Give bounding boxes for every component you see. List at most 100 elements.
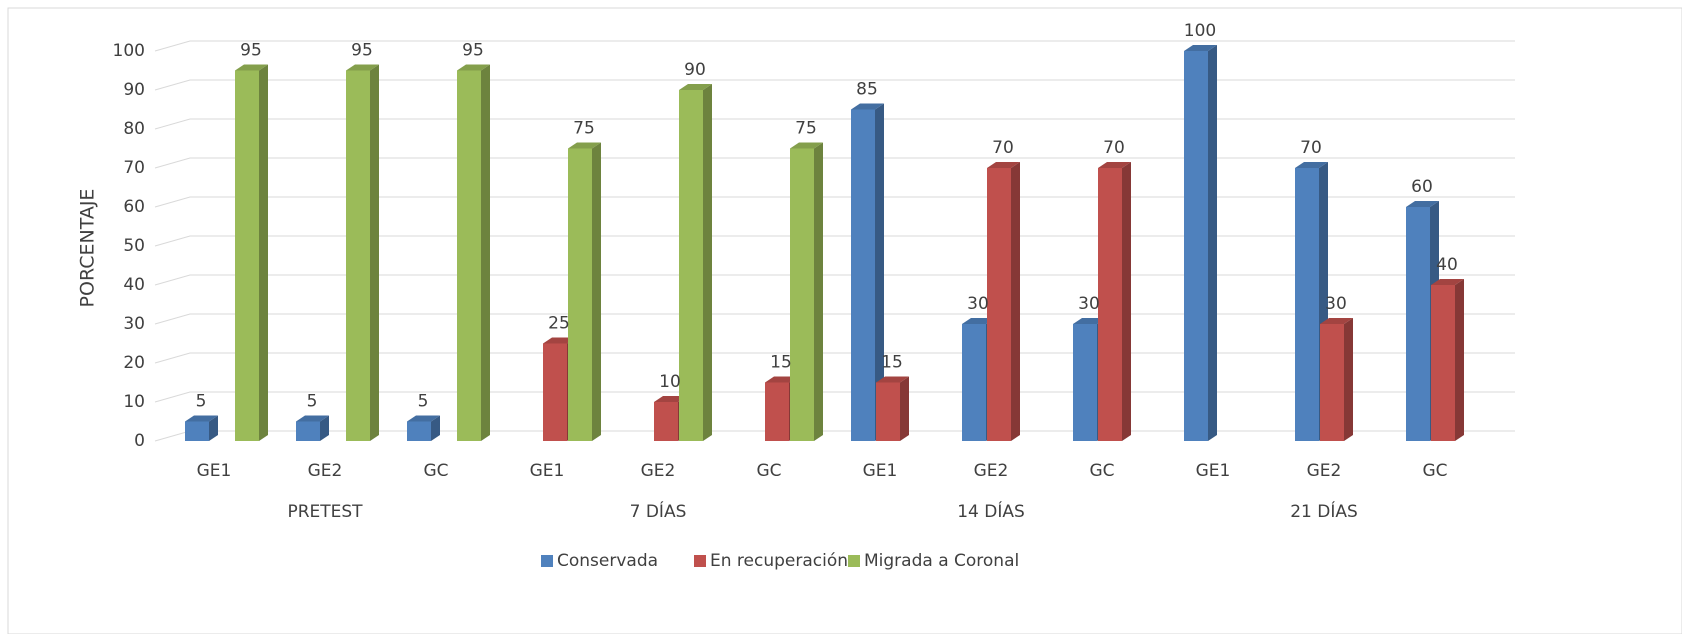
bar-front	[654, 402, 678, 441]
bar-front	[1098, 168, 1122, 441]
bar	[1320, 318, 1353, 441]
bar-front	[185, 421, 209, 441]
x-tick-label: GC	[756, 461, 781, 481]
bar-front	[876, 382, 900, 441]
y-tick-label: 100	[113, 41, 145, 61]
value-label: 95	[240, 41, 262, 61]
bar-front	[407, 421, 431, 441]
bar-top	[407, 415, 440, 422]
legend-swatch	[541, 555, 553, 567]
value-label: 70	[1103, 138, 1125, 158]
bar-front	[1295, 168, 1319, 441]
bar-top	[851, 103, 884, 110]
value-label: 30	[1078, 294, 1100, 314]
bar-front	[851, 109, 875, 441]
bar	[185, 415, 218, 441]
chart-border	[7, 7, 1682, 634]
bar-front	[987, 168, 1011, 441]
bar-top	[654, 396, 687, 402]
bar-front	[1073, 324, 1097, 441]
bar-top	[1184, 45, 1217, 51]
legend-label: Conservada	[557, 551, 658, 571]
bar-side	[431, 415, 440, 441]
bar-front	[568, 148, 592, 441]
bar	[296, 415, 329, 441]
y-tick-label: 50	[123, 236, 145, 256]
value-label: 10	[659, 372, 681, 392]
y-axis-title: PORCENTAJE	[77, 189, 99, 308]
grid-line	[154, 313, 1515, 325]
bar-top	[1073, 318, 1106, 324]
bar-front	[790, 148, 814, 441]
grid-line	[154, 157, 1515, 169]
bars	[185, 45, 1464, 441]
bar	[1431, 279, 1464, 441]
bar-side	[1011, 162, 1020, 441]
bar-top	[346, 64, 379, 71]
x-group-label: 14 DÍAS	[957, 500, 1025, 522]
bar-top	[962, 318, 995, 324]
grid-line	[154, 274, 1515, 286]
value-label: 40	[1436, 255, 1458, 275]
bar-front	[1184, 51, 1208, 441]
bar-top	[679, 84, 712, 90]
y-tick-label: 10	[123, 392, 145, 412]
legend-label: Migrada a Coronal	[864, 551, 1019, 571]
value-label: 5	[307, 392, 318, 412]
bar-front	[296, 421, 320, 441]
x-tick-label: GE2	[1307, 461, 1342, 481]
bar-top	[1295, 162, 1328, 168]
bar-side	[209, 415, 218, 441]
y-tick-label: 30	[123, 314, 145, 334]
bar	[876, 376, 909, 441]
value-label: 5	[418, 392, 429, 412]
bar-side	[1455, 279, 1464, 441]
bar-top	[790, 142, 823, 149]
y-tick-label: 40	[123, 275, 145, 295]
bar-top	[1406, 201, 1439, 207]
bar-front	[765, 382, 789, 441]
y-tick-label: 60	[123, 197, 145, 217]
x-group-label: 21 DÍAS	[1290, 500, 1358, 522]
y-tick-label: 70	[123, 158, 145, 178]
x-tick-label: GE2	[641, 461, 676, 481]
bar-front	[457, 70, 481, 441]
bar	[1098, 162, 1131, 441]
bar-front	[346, 70, 370, 441]
y-tick-label: 0	[134, 431, 145, 451]
bar	[568, 142, 601, 441]
value-label: 95	[351, 41, 373, 61]
bar-front	[962, 324, 986, 441]
y-tick-label: 20	[123, 353, 145, 373]
value-label: 70	[992, 138, 1014, 158]
x-group-label: 7 DÍAS	[630, 500, 687, 522]
value-label: 25	[548, 314, 570, 334]
value-label: 100	[1184, 21, 1216, 41]
value-label: 30	[1325, 294, 1347, 314]
grid-line	[154, 40, 1515, 52]
bar	[1184, 45, 1217, 441]
legend-label: En recuperación	[710, 551, 848, 571]
y-tick-label: 90	[123, 80, 145, 100]
bar-top	[457, 64, 490, 71]
bar-side	[320, 415, 329, 441]
bar-side	[481, 64, 490, 441]
value-label: 95	[462, 41, 484, 61]
bar-front	[1406, 207, 1430, 441]
bar-front	[679, 90, 703, 441]
bar-front	[1320, 324, 1344, 441]
bar-top	[1320, 318, 1353, 324]
bar-top	[185, 415, 218, 422]
value-label: 30	[967, 294, 989, 314]
x-tick-label: GE1	[1196, 461, 1231, 481]
bar-top	[876, 376, 909, 383]
bar-side	[592, 142, 601, 441]
value-label: 15	[881, 353, 903, 373]
bar	[407, 415, 440, 441]
bar-top	[1431, 279, 1464, 285]
bar	[679, 84, 712, 441]
bar-top	[296, 415, 329, 422]
bar-side	[370, 64, 379, 441]
bar-top	[1098, 162, 1131, 168]
